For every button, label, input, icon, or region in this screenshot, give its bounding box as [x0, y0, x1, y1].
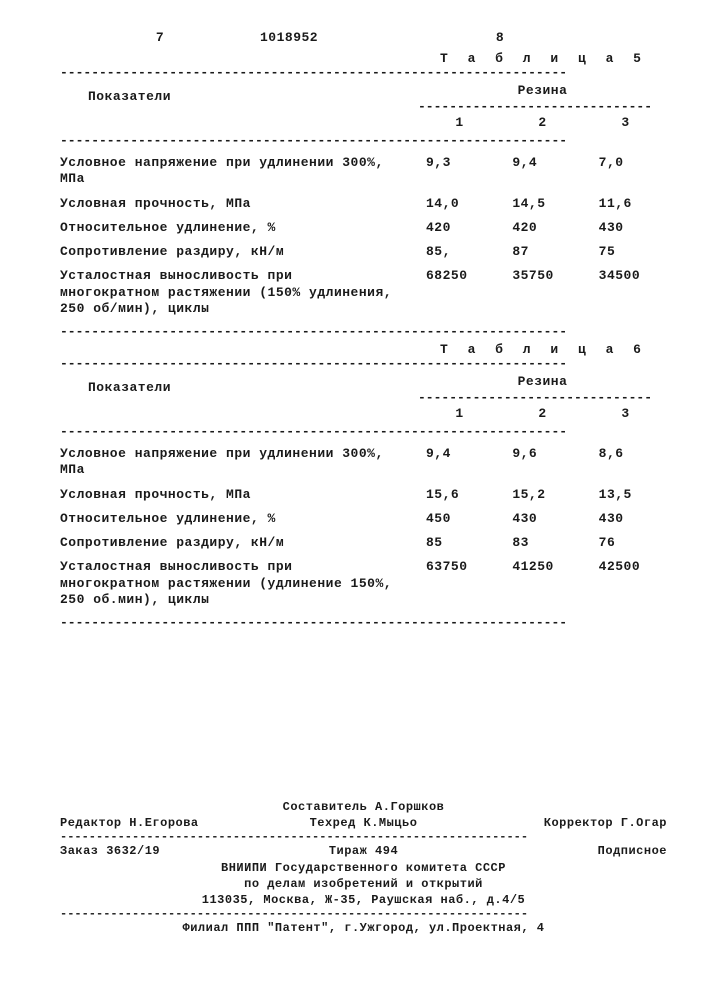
table-row: Условная прочность, МПа15,615,213,5: [60, 487, 667, 503]
table-row: Сопротивление раздиру, кН/м85,8775: [60, 244, 667, 260]
techred: Техред К.Мыцьо: [262, 815, 464, 831]
imprint-footer: Составитель А.Горшков Редактор Н.Егорова…: [60, 799, 667, 936]
corrector: Корректор Г.Огар: [465, 815, 667, 831]
table-6-header: Показатели Резина ----------------------…: [60, 370, 667, 425]
divider: ------------------------------: [418, 100, 667, 113]
address: 113035, Москва, Ж-35, Раушская наб., д.4…: [60, 892, 667, 908]
table-row: Относительное удлинение, %420420430: [60, 220, 667, 236]
table-6-body: Условное напряжение при удлинении 300%, …: [60, 446, 667, 608]
page-column-numbers: 7 1018952 8: [60, 30, 667, 45]
table-row: Относительное удлинение, %450430430: [60, 511, 667, 527]
divider: ----------------------------------------…: [60, 908, 667, 920]
table-row: Усталостная выносливость при многократно…: [60, 559, 667, 608]
podpisnoe: Подписное: [465, 843, 667, 859]
divider: ----------------------------------------…: [60, 831, 667, 843]
header-indicators: Показатели: [60, 79, 418, 110]
table-row: Условное напряжение при удлинении 300%, …: [60, 446, 667, 479]
table-row: Условное напряжение при удлинении 300%, …: [60, 155, 667, 188]
divider: ----------------------------------------…: [60, 357, 667, 370]
header-indicators: Показатели: [60, 370, 418, 401]
header-rezina: Резина: [418, 370, 667, 391]
col-1: 1: [418, 406, 501, 421]
divider: ------------------------------: [418, 391, 667, 404]
col-1: 1: [418, 115, 501, 130]
divider: ----------------------------------------…: [60, 325, 667, 338]
table-5-body: Условное напряжение при удлинении 300%, …: [60, 155, 667, 317]
col-3: 3: [584, 406, 667, 421]
divider: ----------------------------------------…: [60, 66, 667, 79]
col-2: 2: [501, 115, 584, 130]
col-2: 2: [501, 406, 584, 421]
editor: Редактор Н.Егорова: [60, 815, 262, 831]
table-row: Условная прочность, МПа14,014,511,6: [60, 196, 667, 212]
table-row: Сопротивление раздиру, кН/м858376: [60, 535, 667, 551]
col-num-7: 7: [60, 30, 260, 45]
compiler: Составитель А.Горшков: [60, 799, 667, 815]
divider: ----------------------------------------…: [60, 425, 667, 438]
table-row: Усталостная выносливость при многократно…: [60, 268, 667, 317]
table-5-label: Т а б л и ц а 5: [60, 51, 647, 66]
table-5-header: Показатели Резина ----------------------…: [60, 79, 667, 134]
table-6-label: Т а б л и ц а 6: [60, 342, 647, 357]
order-no: Заказ 3632/19: [60, 843, 262, 859]
header-rezina: Резина: [418, 79, 667, 100]
divider: ----------------------------------------…: [60, 616, 667, 629]
filial: Филиал ППП "Патент", г.Ужгород, ул.Проек…: [60, 920, 667, 936]
col-num-8: 8: [440, 30, 560, 45]
tirazh: Тираж 494: [262, 843, 464, 859]
col-3: 3: [584, 115, 667, 130]
doc-number: 1018952: [260, 30, 440, 45]
org-line-2: по делам изобретений и открытий: [60, 876, 667, 892]
org-line-1: ВНИИПИ Государственного комитета СССР: [60, 860, 667, 876]
divider: ----------------------------------------…: [60, 134, 667, 147]
